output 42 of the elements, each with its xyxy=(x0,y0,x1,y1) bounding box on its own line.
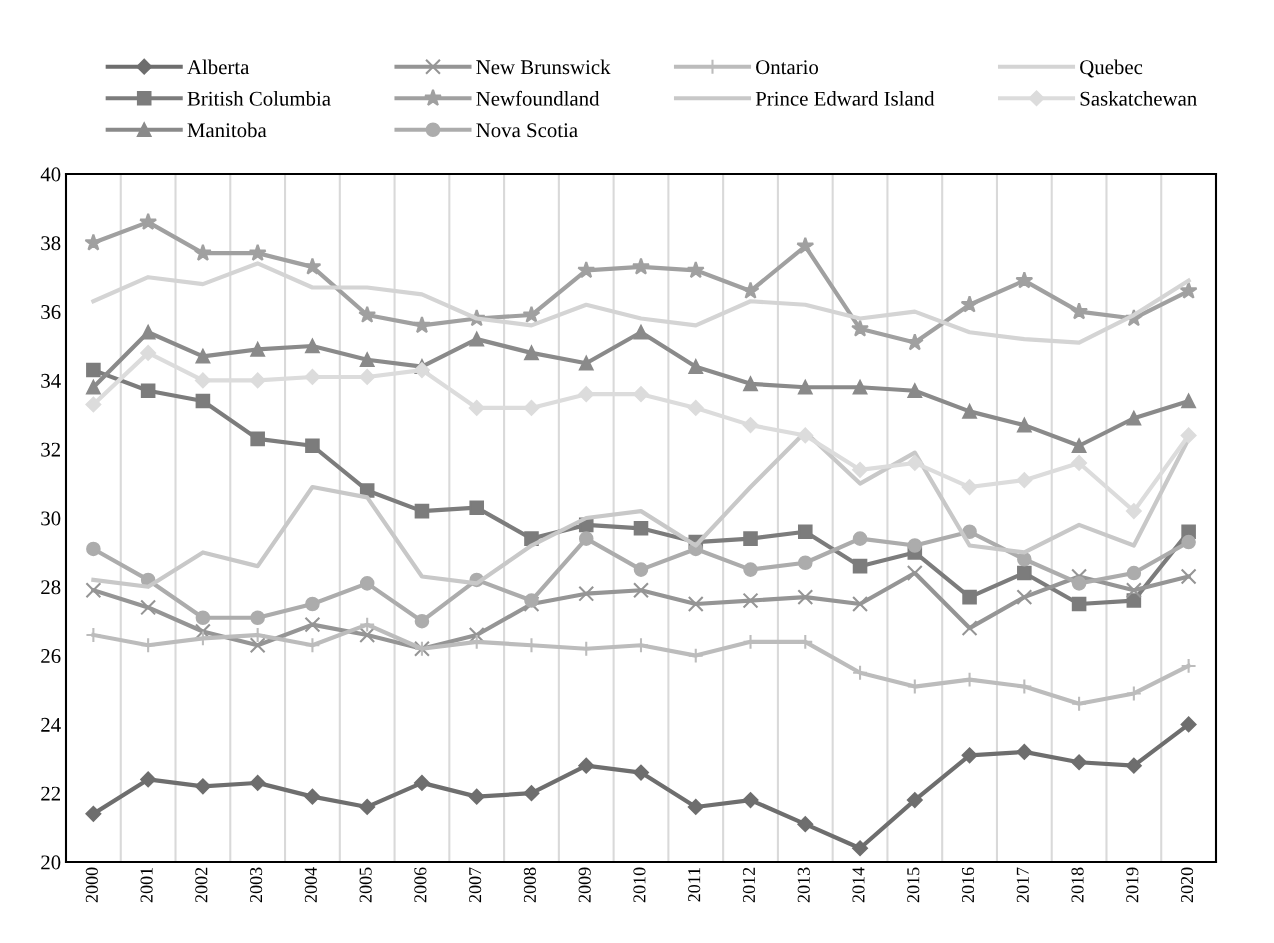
x-tick-label: 2012 xyxy=(742,867,756,903)
y-tick-label: 40 xyxy=(40,167,61,182)
legend-label: British Columbia xyxy=(187,91,331,106)
x-tick-label: 2002 xyxy=(195,867,208,903)
legend-label: Manitoba xyxy=(187,122,267,138)
x-tick-label: 2003 xyxy=(250,867,263,903)
x-tick-label: 2009 xyxy=(578,867,591,903)
legend-label: Newfoundland xyxy=(476,90,600,106)
y-tick-label: 24 xyxy=(41,717,61,732)
x-tick-label: 2018 xyxy=(1071,867,1084,903)
x-tick-label: 2004 xyxy=(304,867,317,903)
y-tick-label: 22 xyxy=(41,786,60,801)
legend-label: Ontario xyxy=(756,60,819,75)
legend-label: New Brunswick xyxy=(476,59,611,75)
x-tick-label: 2010 xyxy=(633,867,646,903)
x-tick-label: 2013 xyxy=(797,867,810,903)
legend-label: Nova Scotia xyxy=(476,123,578,138)
x-tick-label: 2007 xyxy=(469,867,482,903)
x-tick-label: 2005 xyxy=(359,867,372,903)
x-tick-label: 2011 xyxy=(688,867,701,902)
legend-label: Saskatchewan xyxy=(1080,91,1197,106)
x-tick-label: 2014 xyxy=(852,867,865,903)
x-tick-label: 2006 xyxy=(414,867,427,903)
y-tick-label: 30 xyxy=(41,511,61,526)
y-tick-label: 36 xyxy=(41,305,61,320)
y-tick-label: 38 xyxy=(41,236,61,251)
y-tick-label: 28 xyxy=(41,580,61,595)
x-tick-label: 2016 xyxy=(961,867,975,903)
y-tick-label: 20 xyxy=(41,855,61,870)
y-tick-label: 32 xyxy=(41,442,60,457)
legend-label: Prince Edward Island xyxy=(755,91,935,106)
legend-label: Alberta xyxy=(187,59,250,75)
x-tick-label: 2020 xyxy=(1180,867,1194,903)
x-tick-label: 2001 xyxy=(140,867,153,903)
y-tick-label: 34 xyxy=(41,373,61,388)
y-tick-label: 26 xyxy=(41,649,61,664)
x-tick-label: 2000 xyxy=(85,867,98,903)
x-tick-label: 2015 xyxy=(907,867,920,903)
x-tick-label: 2019 xyxy=(1126,867,1139,903)
legend-label: Quebec xyxy=(1080,59,1143,78)
x-tick-label: 2017 xyxy=(1016,867,1029,903)
x-tick-label: 2008 xyxy=(523,867,536,903)
